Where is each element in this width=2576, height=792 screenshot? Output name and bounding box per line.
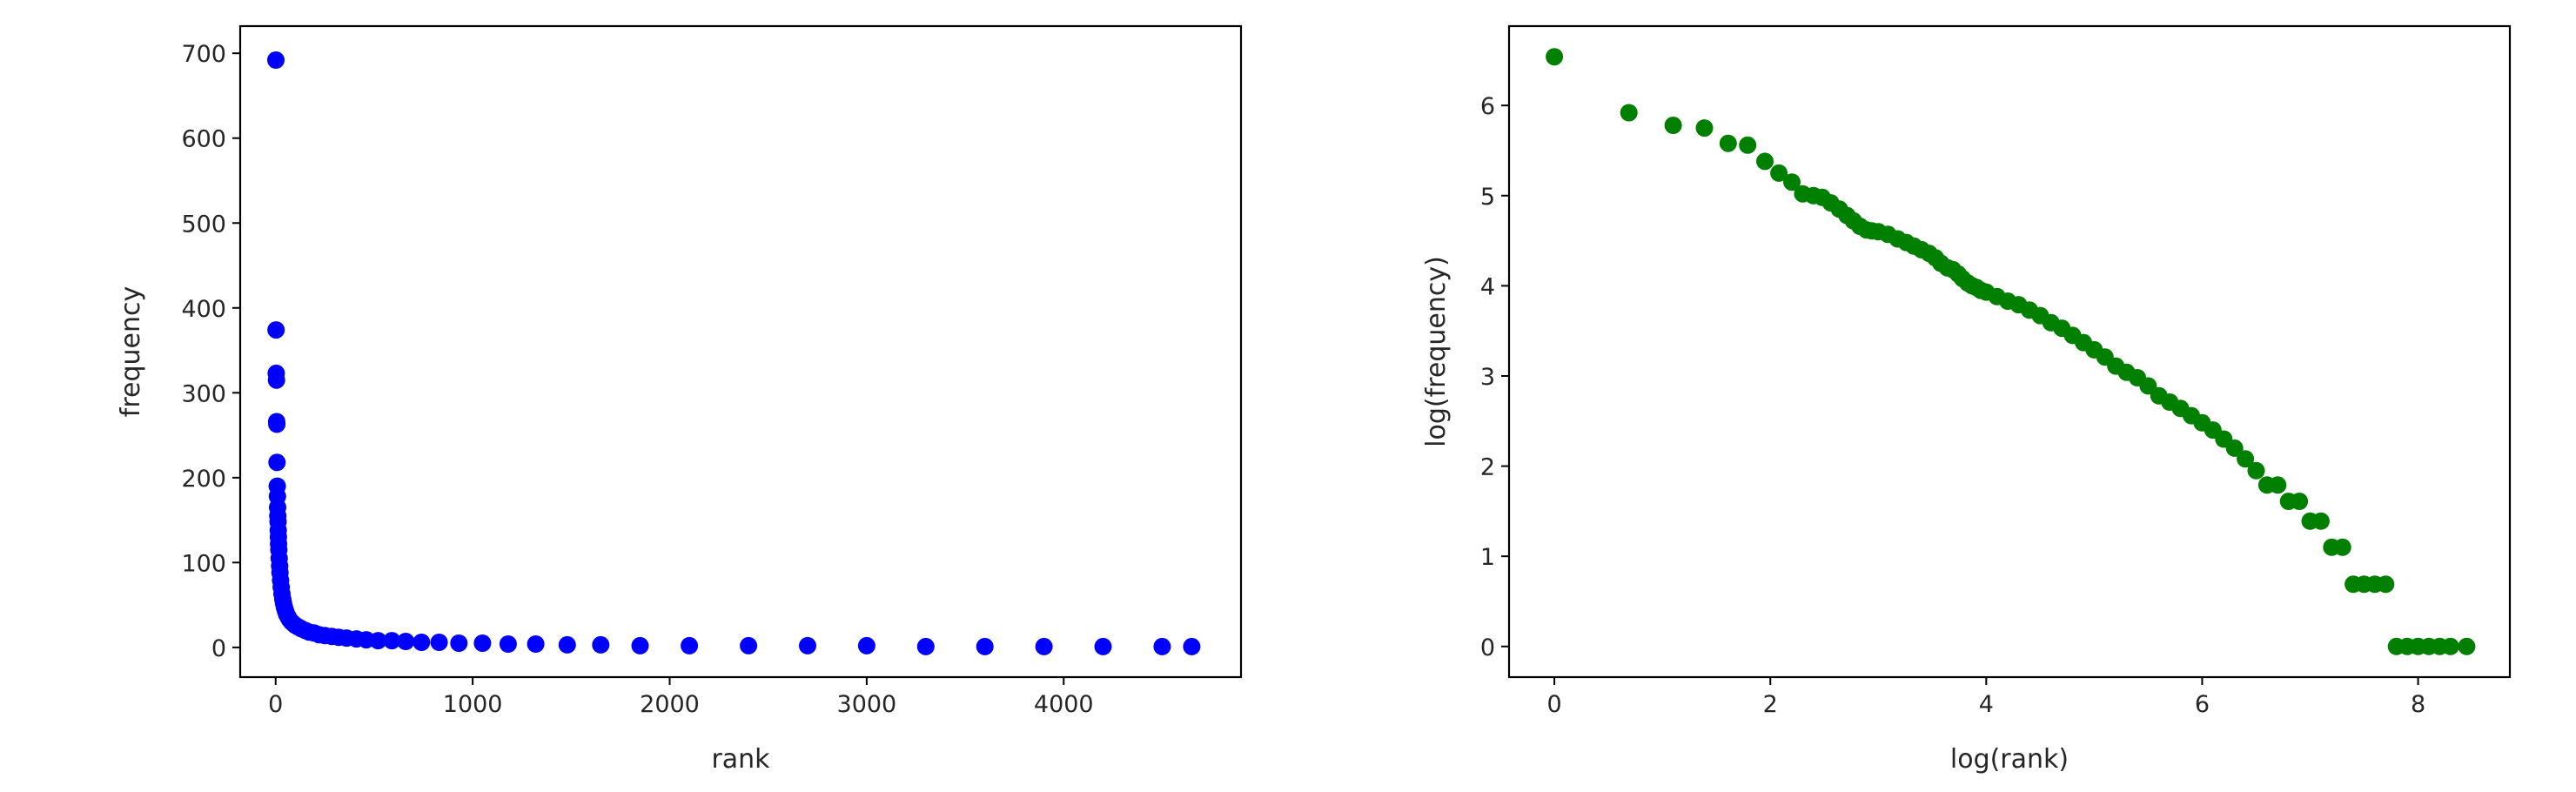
chart-log-rank-log-frequency: 0 2 4 6 8 0 1 2 3 4 5 6 log(rank) log(frequency) <box>1421 24 2512 775</box>
y-tick-label: 500 <box>181 211 226 238</box>
data-point <box>397 633 415 650</box>
data-point <box>267 321 285 339</box>
data-point <box>1546 48 1564 66</box>
y-tick-label: 400 <box>181 296 226 323</box>
y-tick-label: 4 <box>1480 273 1495 300</box>
x-tick-label: 4 <box>1979 691 1994 718</box>
data-point <box>499 635 517 653</box>
data-point <box>473 634 492 652</box>
data-point <box>2237 450 2255 468</box>
data-point <box>631 636 649 654</box>
y-tick-label: 2 <box>1480 454 1495 481</box>
x-tick-label: 3000 <box>837 691 897 718</box>
data-point <box>681 636 699 654</box>
y-tick-label: 200 <box>181 466 226 493</box>
y-axis-label: frequency <box>116 286 146 417</box>
data-point <box>1719 134 1737 152</box>
x-tick-label: 0 <box>1547 691 1562 718</box>
x-axis-ticks: 0 2 4 6 8 <box>1547 677 2425 718</box>
x-axis-ticks: 0 1000 2000 3000 4000 <box>268 677 1094 718</box>
data-point <box>2291 493 2309 510</box>
data-point <box>450 634 468 652</box>
data-point <box>976 637 994 655</box>
y-tick-label: 0 <box>1480 634 1495 661</box>
data-point <box>1183 637 1201 655</box>
data-point <box>267 371 285 389</box>
data-point <box>1770 164 1788 182</box>
data-point <box>2377 575 2395 594</box>
y-tick-label: 3 <box>1480 364 1495 391</box>
data-point <box>1783 173 1801 191</box>
data-point <box>430 634 448 651</box>
data-point <box>1620 104 1638 122</box>
data-point <box>1094 637 1112 655</box>
data-point <box>740 636 758 654</box>
data-point <box>1035 637 1053 655</box>
data-point <box>2311 512 2330 530</box>
data-point <box>267 51 285 69</box>
x-axis-label: rank <box>711 744 770 775</box>
plot-frame <box>238 24 1243 679</box>
y-tick-label: 0 <box>211 635 226 662</box>
y-tick-label: 100 <box>181 550 226 577</box>
y-axis-label: log(frequency) <box>1421 256 1452 447</box>
data-point <box>558 635 576 654</box>
data-point <box>592 635 610 654</box>
data-points <box>267 51 1201 655</box>
y-tick-label: 700 <box>181 41 226 68</box>
data-point <box>268 453 286 472</box>
y-tick-label: 6 <box>1480 93 1495 120</box>
data-point <box>857 636 875 654</box>
x-tick-label: 2 <box>1763 691 1778 718</box>
data-point <box>1739 136 1757 154</box>
data-point <box>799 636 816 654</box>
x-axis-label: log(rank) <box>1950 744 2069 775</box>
x-tick-label: 8 <box>2411 691 2425 718</box>
data-point <box>2333 538 2351 556</box>
data-point <box>527 635 545 653</box>
data-point <box>2225 439 2244 457</box>
data-point <box>413 634 431 651</box>
data-point <box>1664 117 1682 134</box>
data-point <box>369 632 387 650</box>
x-tick-label: 6 <box>2195 691 2210 718</box>
y-tick-label: 1 <box>1480 544 1495 571</box>
x-tick-label: 4000 <box>1034 691 1094 718</box>
chart-rank-frequency: 0 1000 2000 3000 4000 0 100 200 300 400 500 600 700… <box>116 24 1243 775</box>
y-tick-label: 300 <box>181 380 226 407</box>
data-point <box>2269 476 2287 494</box>
data-point <box>1153 637 1171 655</box>
data-point <box>916 637 935 655</box>
data-point <box>2247 461 2265 480</box>
y-axis-ticks: 0 1 2 3 4 5 6 <box>1480 93 1509 661</box>
data-point <box>383 632 401 650</box>
plot-frame <box>1507 24 2512 679</box>
data-points <box>1546 48 2476 655</box>
x-tick-label: 0 <box>268 691 283 718</box>
y-tick-label: 5 <box>1480 184 1495 211</box>
data-point <box>2458 637 2476 655</box>
data-point <box>1695 119 1714 138</box>
data-point <box>2441 637 2459 655</box>
data-point <box>268 415 286 433</box>
y-tick-label: 600 <box>181 126 226 153</box>
x-tick-label: 1000 <box>443 691 503 718</box>
y-axis-ticks: 0 100 200 300 400 500 600 700 <box>181 41 240 662</box>
data-point <box>1756 152 1774 171</box>
x-tick-label: 2000 <box>640 691 700 718</box>
